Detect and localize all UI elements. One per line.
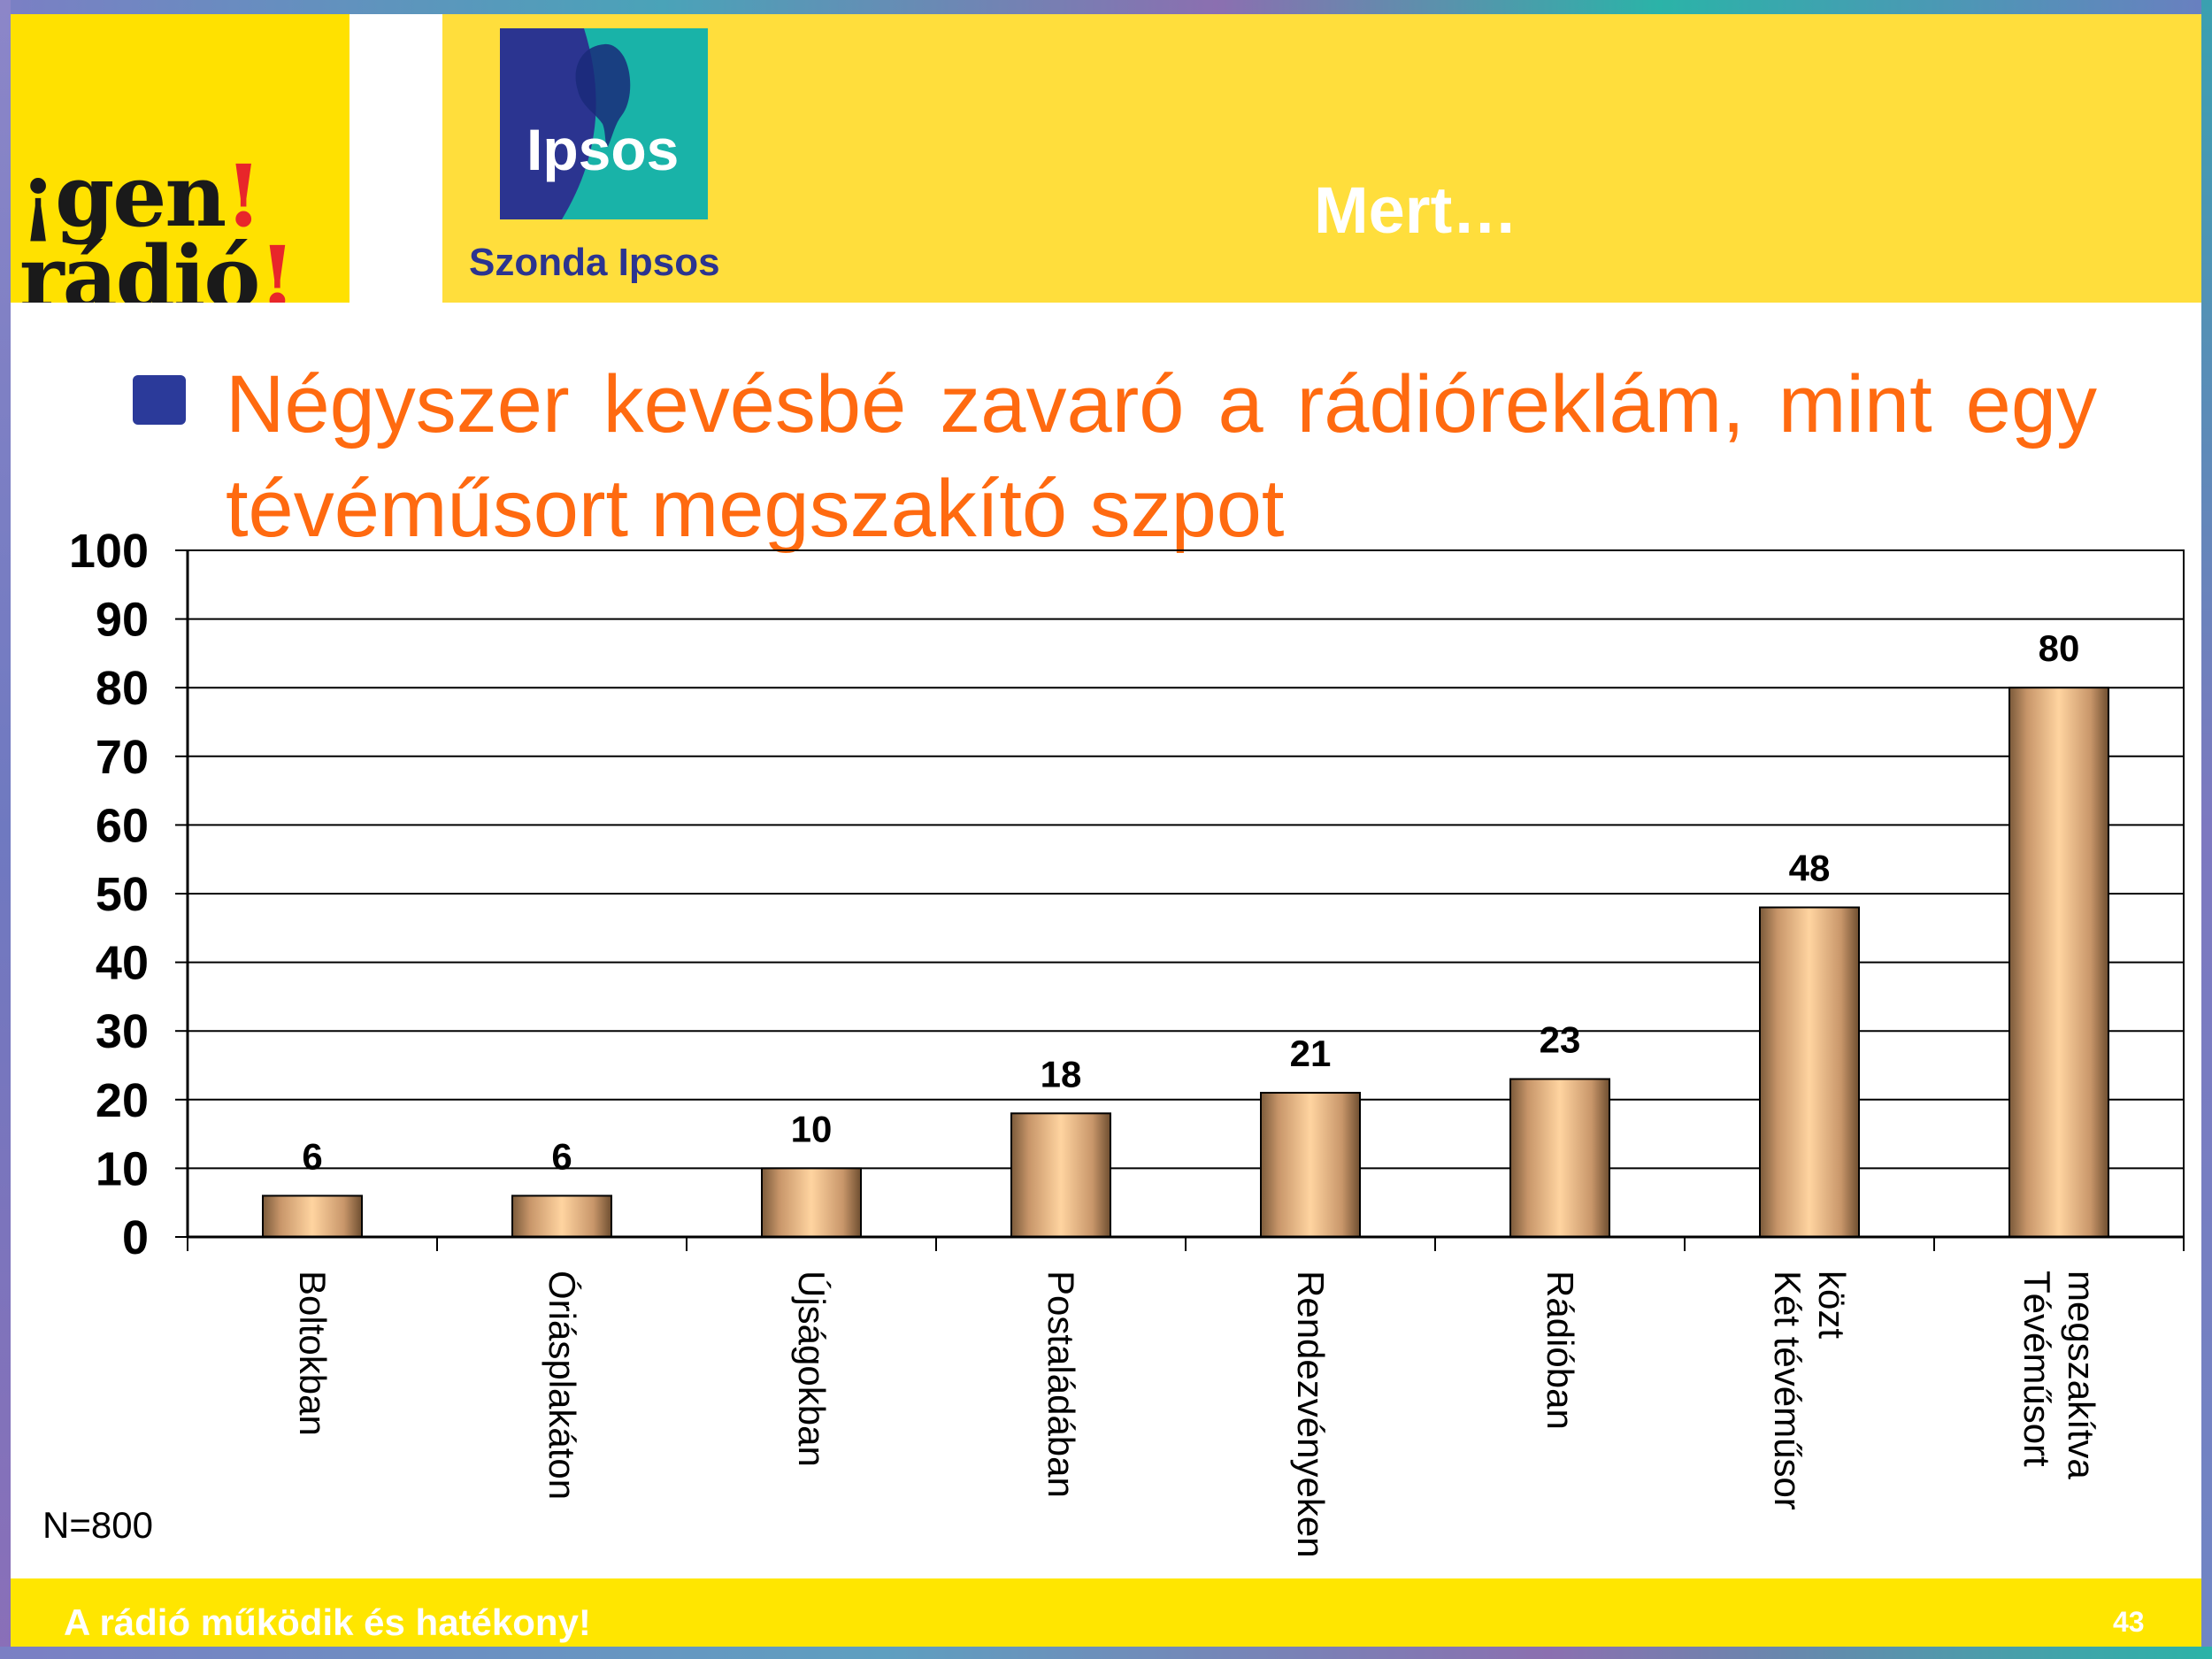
bar	[2008, 687, 2109, 1238]
page-number: 43	[2113, 1606, 2145, 1638]
data-label: 6	[302, 1135, 322, 1177]
category-label-line: Boltokban	[292, 1271, 334, 1436]
slide-frame-bottom	[0, 1647, 2212, 1659]
y-tick-label: 70	[96, 731, 149, 784]
bar	[1260, 1092, 1361, 1239]
category-label-line: közt	[1811, 1271, 1853, 1339]
bar	[511, 1194, 612, 1238]
category-label: Rádióban	[1540, 1271, 1581, 1430]
category-label-line: Újságokban	[791, 1271, 833, 1467]
headline: Négyszer kevésbé zavaró a rádióreklám, m…	[226, 359, 2097, 554]
footer-band	[11, 1578, 2201, 1647]
data-label: 6	[551, 1135, 572, 1177]
sample-size-note: N=800	[42, 1504, 153, 1546]
y-tick-label: 40	[96, 937, 149, 990]
category-label: Tévéműsort megszakítva	[2016, 1271, 2102, 1479]
slide-frame-top	[0, 0, 2212, 14]
bar	[1759, 906, 1860, 1239]
ipsos-caption: Szonda Ipsos	[469, 241, 720, 284]
bar	[1509, 1078, 1610, 1239]
y-tick-label: 50	[96, 868, 149, 921]
header-gap	[349, 14, 442, 303]
header-band	[442, 14, 2201, 303]
ipsos-face-icon	[575, 43, 631, 147]
y-tick-label: 90	[96, 594, 149, 647]
data-label: 48	[1789, 848, 1831, 889]
igen-radio-logo: ¡gen! rádió!	[11, 14, 349, 303]
slide-frame-right	[2201, 0, 2212, 1659]
data-label: 21	[1290, 1033, 1332, 1074]
category-label-line: Postaládában	[1041, 1271, 1082, 1498]
page-title: Mert…	[1314, 173, 1518, 247]
data-label: 23	[1540, 1019, 1581, 1061]
category-label-line: megszakítva	[2061, 1271, 2102, 1479]
y-tick-label: 20	[96, 1074, 149, 1127]
y-tick-label: 10	[96, 1142, 149, 1195]
category-label: Boltokban	[292, 1271, 334, 1436]
bar	[761, 1167, 862, 1239]
y-tick-label: 30	[96, 1005, 149, 1058]
y-tick-label: 0	[122, 1211, 149, 1264]
category-label: Újságokban	[791, 1271, 833, 1467]
y-tick-label: 60	[96, 799, 149, 852]
category-label-line: Két tévéműsor	[1767, 1271, 1809, 1510]
bar	[1010, 1112, 1111, 1238]
igen-radio-logo-text: ¡gen! rádió!	[19, 146, 296, 303]
bullet-icon	[133, 375, 186, 425]
category-label: Postaládában	[1041, 1271, 1082, 1498]
data-label: 80	[2039, 627, 2080, 669]
category-label-line: Tévéműsort	[2016, 1271, 2058, 1467]
category-label-line: Óriásplakáton	[541, 1271, 583, 1500]
y-tick-label: 100	[69, 525, 149, 578]
data-label: 10	[791, 1108, 833, 1149]
slide-frame-left	[0, 0, 11, 1659]
footer-text: A rádió működik és hatékony!	[64, 1601, 591, 1643]
ipsos-logo: Ipsos	[500, 28, 708, 219]
category-label-line: Rendezvényeken	[1290, 1271, 1332, 1558]
category-label-line: Rádióban	[1540, 1271, 1581, 1430]
data-label: 18	[1041, 1053, 1082, 1094]
category-label: Két tévéműsor közt	[1767, 1271, 1853, 1510]
ipsos-logo-text: Ipsos	[526, 117, 679, 182]
y-tick-label: 80	[96, 662, 149, 715]
category-label: Rendezvényeken	[1290, 1271, 1332, 1558]
category-label: Óriásplakáton	[541, 1271, 583, 1500]
bar	[262, 1194, 363, 1238]
